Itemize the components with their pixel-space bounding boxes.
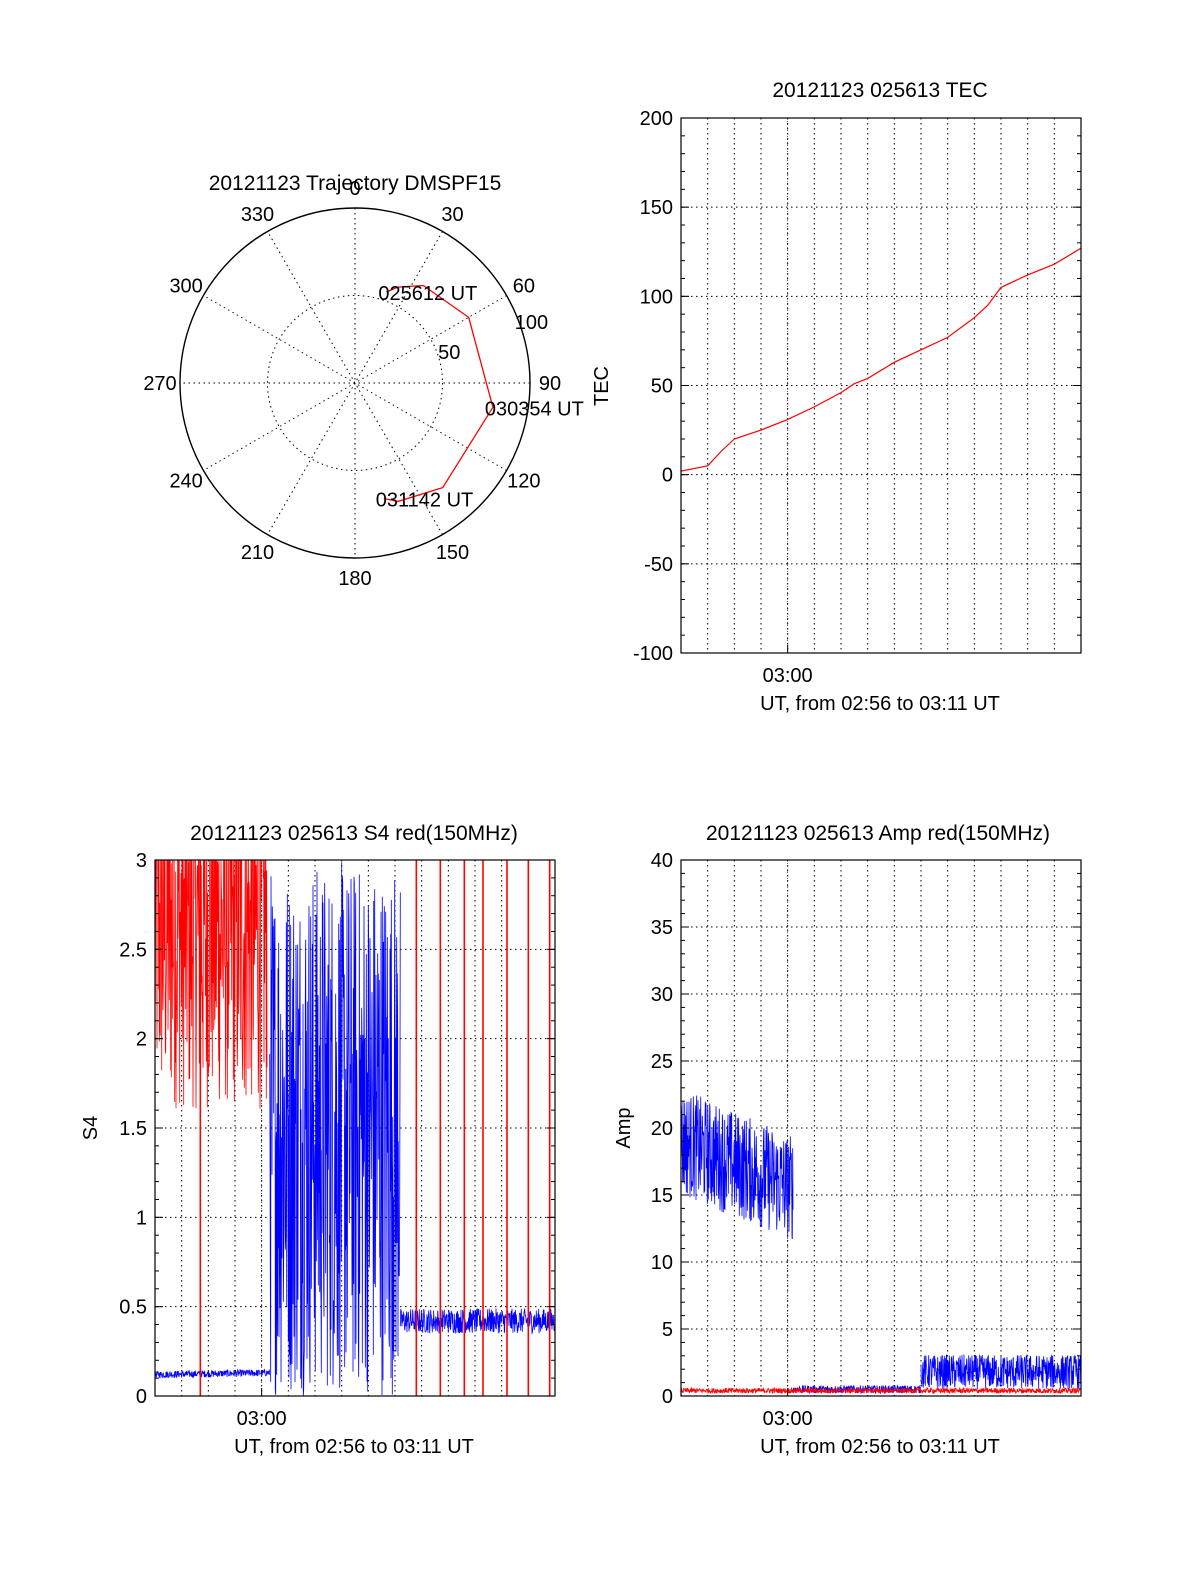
series-line (155, 1368, 271, 1379)
amp-panel: 20121123 025613 Amp red(150MHz) 0 5 10 15 20… (613, 822, 1082, 1458)
azimuth-label: 180 (338, 568, 371, 590)
s4-panel: 20121123 025613 S4 red(150MHz) 0 0.5 1 1.5 2… (80, 822, 556, 1458)
azimuth-label: 330 (241, 204, 274, 226)
azimuth-label: 150 (436, 542, 469, 564)
time-annotation: 025612 UT (378, 283, 477, 305)
s4-yticks: 0 0.5 1 1.5 2 2.5 3 (119, 850, 555, 1408)
series-line (920, 1354, 1081, 1390)
azimuth-label: 90 (539, 373, 561, 395)
series-line (681, 247, 1081, 472)
ytick-label: 150 (640, 197, 673, 219)
s4-xlabel: UT, from 02:56 to 03:11 UT (234, 1436, 474, 1458)
tec-grid (681, 118, 1081, 653)
inner-circle (267, 295, 443, 471)
tec-panel: 20121123 025613 TEC -100-50050100150200 … (591, 79, 1082, 715)
amp-xticks: 03:00 (763, 1388, 813, 1430)
polar-title: 20121123 Trajectory DMSPF15 (209, 172, 502, 195)
ytick-label: 0 (662, 1386, 673, 1408)
amp-xlabel: UT, from 02:56 to 03:11 UT (760, 1436, 1000, 1458)
amp-yticks: 0 5 10 15 20 25 30 35 40 (651, 850, 1081, 1408)
s4-ylabel: S4 (80, 1116, 102, 1140)
radius-labels: 50 100 (438, 312, 548, 364)
amp-grid (681, 860, 1081, 1396)
series-holder (681, 1095, 1081, 1395)
series-line (269, 862, 401, 1396)
spoke (267, 231, 443, 535)
radius-label: 100 (515, 312, 548, 334)
azimuth-label: 60 (513, 276, 535, 298)
ytick-label: 15 (651, 1185, 673, 1207)
series-line (399, 1308, 555, 1335)
series-line (681, 1386, 1081, 1395)
ytick-label: 3 (136, 850, 147, 872)
ytick-label: 10 (651, 1252, 673, 1274)
series-line (681, 1095, 794, 1240)
tec-series (681, 247, 1081, 472)
tec-ylabel: TEC (591, 366, 613, 406)
tec-xticks: 03:00 (763, 645, 813, 687)
series-holder (155, 860, 555, 1396)
ytick-label: 30 (651, 984, 673, 1006)
ytick-label: 50 (651, 376, 673, 398)
azimuth-label: 30 (441, 204, 463, 226)
time-annotation: 030354 UT (485, 398, 584, 420)
amp-series (681, 1095, 1081, 1395)
trajectory-path (383, 284, 494, 503)
xtick-label: 03:00 (763, 1408, 813, 1430)
ytick-label: 0 (136, 1386, 147, 1408)
ytick-label: 2.5 (119, 939, 147, 961)
s4-title: 20121123 025613 S4 red(150MHz) (190, 822, 518, 845)
trajectory-line (383, 284, 494, 503)
ytick-label: 0 (662, 465, 673, 487)
ytick-label: -50 (644, 554, 673, 576)
tec-xlabel: UT, from 02:56 to 03:11 UT (760, 693, 1000, 715)
ytick-label: -100 (633, 643, 673, 665)
ytick-label: 100 (640, 286, 673, 308)
azimuth-label: 120 (507, 471, 540, 493)
series-line (792, 1384, 922, 1395)
ytick-label: 0.5 (119, 1297, 147, 1319)
series-holder (681, 247, 1081, 472)
ytick-label: 2 (136, 1029, 147, 1051)
amp-title: 20121123 025613 Amp red(150MHz) (706, 822, 1050, 845)
xtick-label: 03:00 (237, 1408, 287, 1430)
ytick-label: 1 (136, 1207, 147, 1229)
tec-title: 20121123 025613 TEC (772, 79, 987, 102)
azimuth-label: 300 (169, 276, 202, 298)
azimuth-label: 210 (241, 542, 274, 564)
ytick-label: 20 (651, 1118, 673, 1140)
xtick-label: 03:00 (763, 665, 813, 687)
trajectory-annotations: 025612 UT 030354 UT 031142 UT (376, 283, 584, 511)
radius-label: 50 (438, 342, 460, 364)
tec-yticks: -100 -50 0 50 100 150 200 (633, 108, 1081, 665)
ytick-label: 200 (640, 108, 673, 130)
ytick-label: 25 (651, 1051, 673, 1073)
trajectory-panel: 20121123 Trajectory DMSPF15 0 30 60 90 120 15… (143, 172, 584, 590)
s4-xticks: 03:00 (237, 1388, 287, 1430)
amp-ylabel: Amp (613, 1107, 635, 1148)
polar-grid (179, 207, 531, 559)
azimuth-label: 270 (143, 373, 176, 395)
ytick-label: 40 (651, 850, 673, 872)
azimuth-label: 0 (349, 178, 360, 200)
s4-series (155, 860, 555, 1396)
azimuth-labels: 0 30 60 90 120 150 180 210 240 270 300 330 (143, 178, 561, 590)
azimuth-label: 240 (169, 471, 202, 493)
time-annotation: 031142 UT (376, 489, 473, 511)
ytick-label: 5 (662, 1319, 673, 1341)
series-line (155, 860, 268, 1109)
ytick-label: 1.5 (119, 1118, 147, 1140)
ytick-label: 35 (651, 917, 673, 939)
